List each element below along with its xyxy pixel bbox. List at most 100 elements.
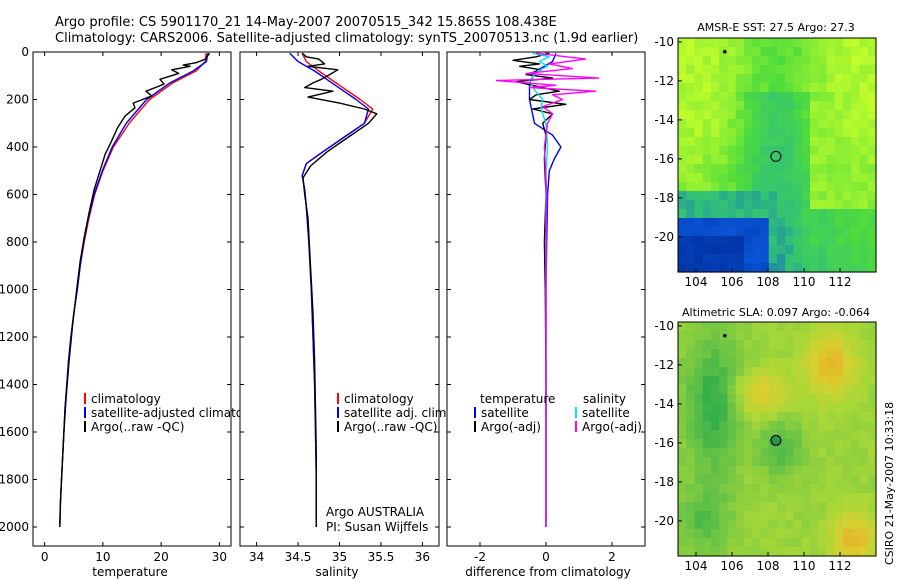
sla-map-cell (826, 493, 836, 503)
sst-map-cell (834, 173, 844, 183)
sst-map-marker-circle (770, 150, 782, 162)
sla-map-cell (686, 529, 696, 539)
sla-map-cell (826, 412, 836, 422)
sla-map-cell (702, 466, 712, 476)
sst-map-cell (735, 92, 745, 102)
sst-map-cell (777, 128, 786, 138)
difference-panel-series-argo-adj- (495, 52, 600, 527)
sst-map-cell (752, 38, 762, 48)
sla-map-cell (818, 349, 828, 359)
sst-map-cell (818, 182, 828, 192)
sla-map-cell (686, 484, 696, 494)
sla-map-cell (686, 331, 696, 341)
sst-map-cell (752, 218, 762, 228)
salinity-panel-xtick-label: 34.5 (285, 550, 312, 564)
temperature-panel-frame (32, 51, 232, 547)
sst-map-cell (760, 65, 770, 75)
sst-map-cell (785, 173, 795, 183)
sla-map-cell (760, 430, 770, 440)
sla-map-cell (686, 538, 696, 548)
sst-map-cell (777, 236, 786, 246)
sla-map-cell (719, 529, 729, 539)
sla-map-cell (711, 448, 720, 458)
sla-map-cell (834, 340, 844, 350)
sla-map-cell (843, 439, 852, 449)
sst-map-cell (867, 146, 877, 156)
sla-map-cell (777, 484, 786, 494)
sla-map-cell (818, 448, 828, 458)
sst-map-cell (859, 92, 869, 102)
sla-map-cell (834, 484, 844, 494)
sla-map-cell (818, 520, 828, 530)
sla-map-cell (735, 421, 745, 431)
sla-map-cell (810, 322, 819, 332)
sst-map-cell (801, 65, 811, 75)
sst-map-cell (735, 83, 745, 93)
sla-map-cell (702, 385, 712, 395)
sla-map-cell (810, 403, 819, 413)
sla-map-cell (777, 349, 786, 359)
sla-map-cell (702, 376, 712, 386)
sla-map-cell (686, 466, 696, 476)
sst-map-cell (760, 155, 770, 165)
sst-map-cell (843, 83, 852, 93)
sla-map-cell (834, 367, 844, 377)
sst-map-cell (843, 200, 852, 210)
sla-map-cell (851, 430, 861, 440)
sla-map-cell (760, 421, 770, 431)
sla-map-cell (702, 547, 712, 557)
sla-map-cell (678, 448, 687, 458)
sla-map-cell (727, 412, 737, 422)
sla-map-cell (851, 403, 861, 413)
sla-map-cell (719, 538, 729, 548)
sst-map-cell (793, 128, 803, 138)
sst-map-cell (793, 182, 803, 192)
sla-map-cell (744, 538, 753, 548)
sla-map-cell (686, 448, 696, 458)
sst-map-cell (752, 245, 762, 255)
sst-map-cell (760, 56, 770, 66)
sla-map-cell (785, 394, 795, 404)
sst-map-cell (719, 101, 729, 111)
sla-map-cell (686, 421, 696, 431)
sst-map-cell (867, 254, 877, 264)
sst-map-cell (851, 83, 861, 93)
sst-map-cell (702, 191, 712, 201)
sla-map-cell (826, 385, 836, 395)
sla-map-cell (686, 349, 696, 359)
sst-map-cells (678, 38, 877, 273)
sla-map-cell (834, 520, 844, 530)
sla-map-cell (727, 376, 737, 386)
sst-map-cell (859, 110, 869, 120)
sst-map-cell (843, 254, 852, 264)
sst-map-cell (760, 101, 770, 111)
sst-map-cell (810, 74, 819, 84)
sla-map-cell (752, 511, 762, 521)
sst-map-cell (785, 137, 795, 147)
sst-map-cell (810, 110, 819, 120)
sst-map-cell (727, 137, 737, 147)
sst-map-ytick-label: -18 (654, 191, 674, 205)
sst-map-cell (859, 191, 869, 201)
temperature-panel-legend-label: climatology (91, 392, 161, 406)
sst-map-cell (678, 155, 687, 165)
sst-map-cell (826, 173, 836, 183)
sst-map-cell (826, 236, 836, 246)
sla-map-cell (702, 520, 712, 530)
sla-map-cell (768, 502, 778, 512)
sst-map-cell (810, 128, 819, 138)
sst-map-cell (826, 200, 836, 210)
sla-map-cell (727, 502, 737, 512)
sst-map-xtick-label: 110 (793, 275, 816, 289)
sst-map-cell (744, 209, 753, 219)
sla-map-cell (810, 520, 819, 530)
sla-map-cell (735, 403, 745, 413)
sst-map-xtick-label: 108 (757, 275, 780, 289)
sst-map-cell (801, 155, 811, 165)
sla-map-cell (843, 511, 852, 521)
sst-map-cell (744, 38, 753, 48)
sla-map-cell (702, 529, 712, 539)
sla-map-cell (727, 421, 737, 431)
sst-map-cell (711, 47, 720, 57)
sst-map-cell (678, 209, 687, 219)
